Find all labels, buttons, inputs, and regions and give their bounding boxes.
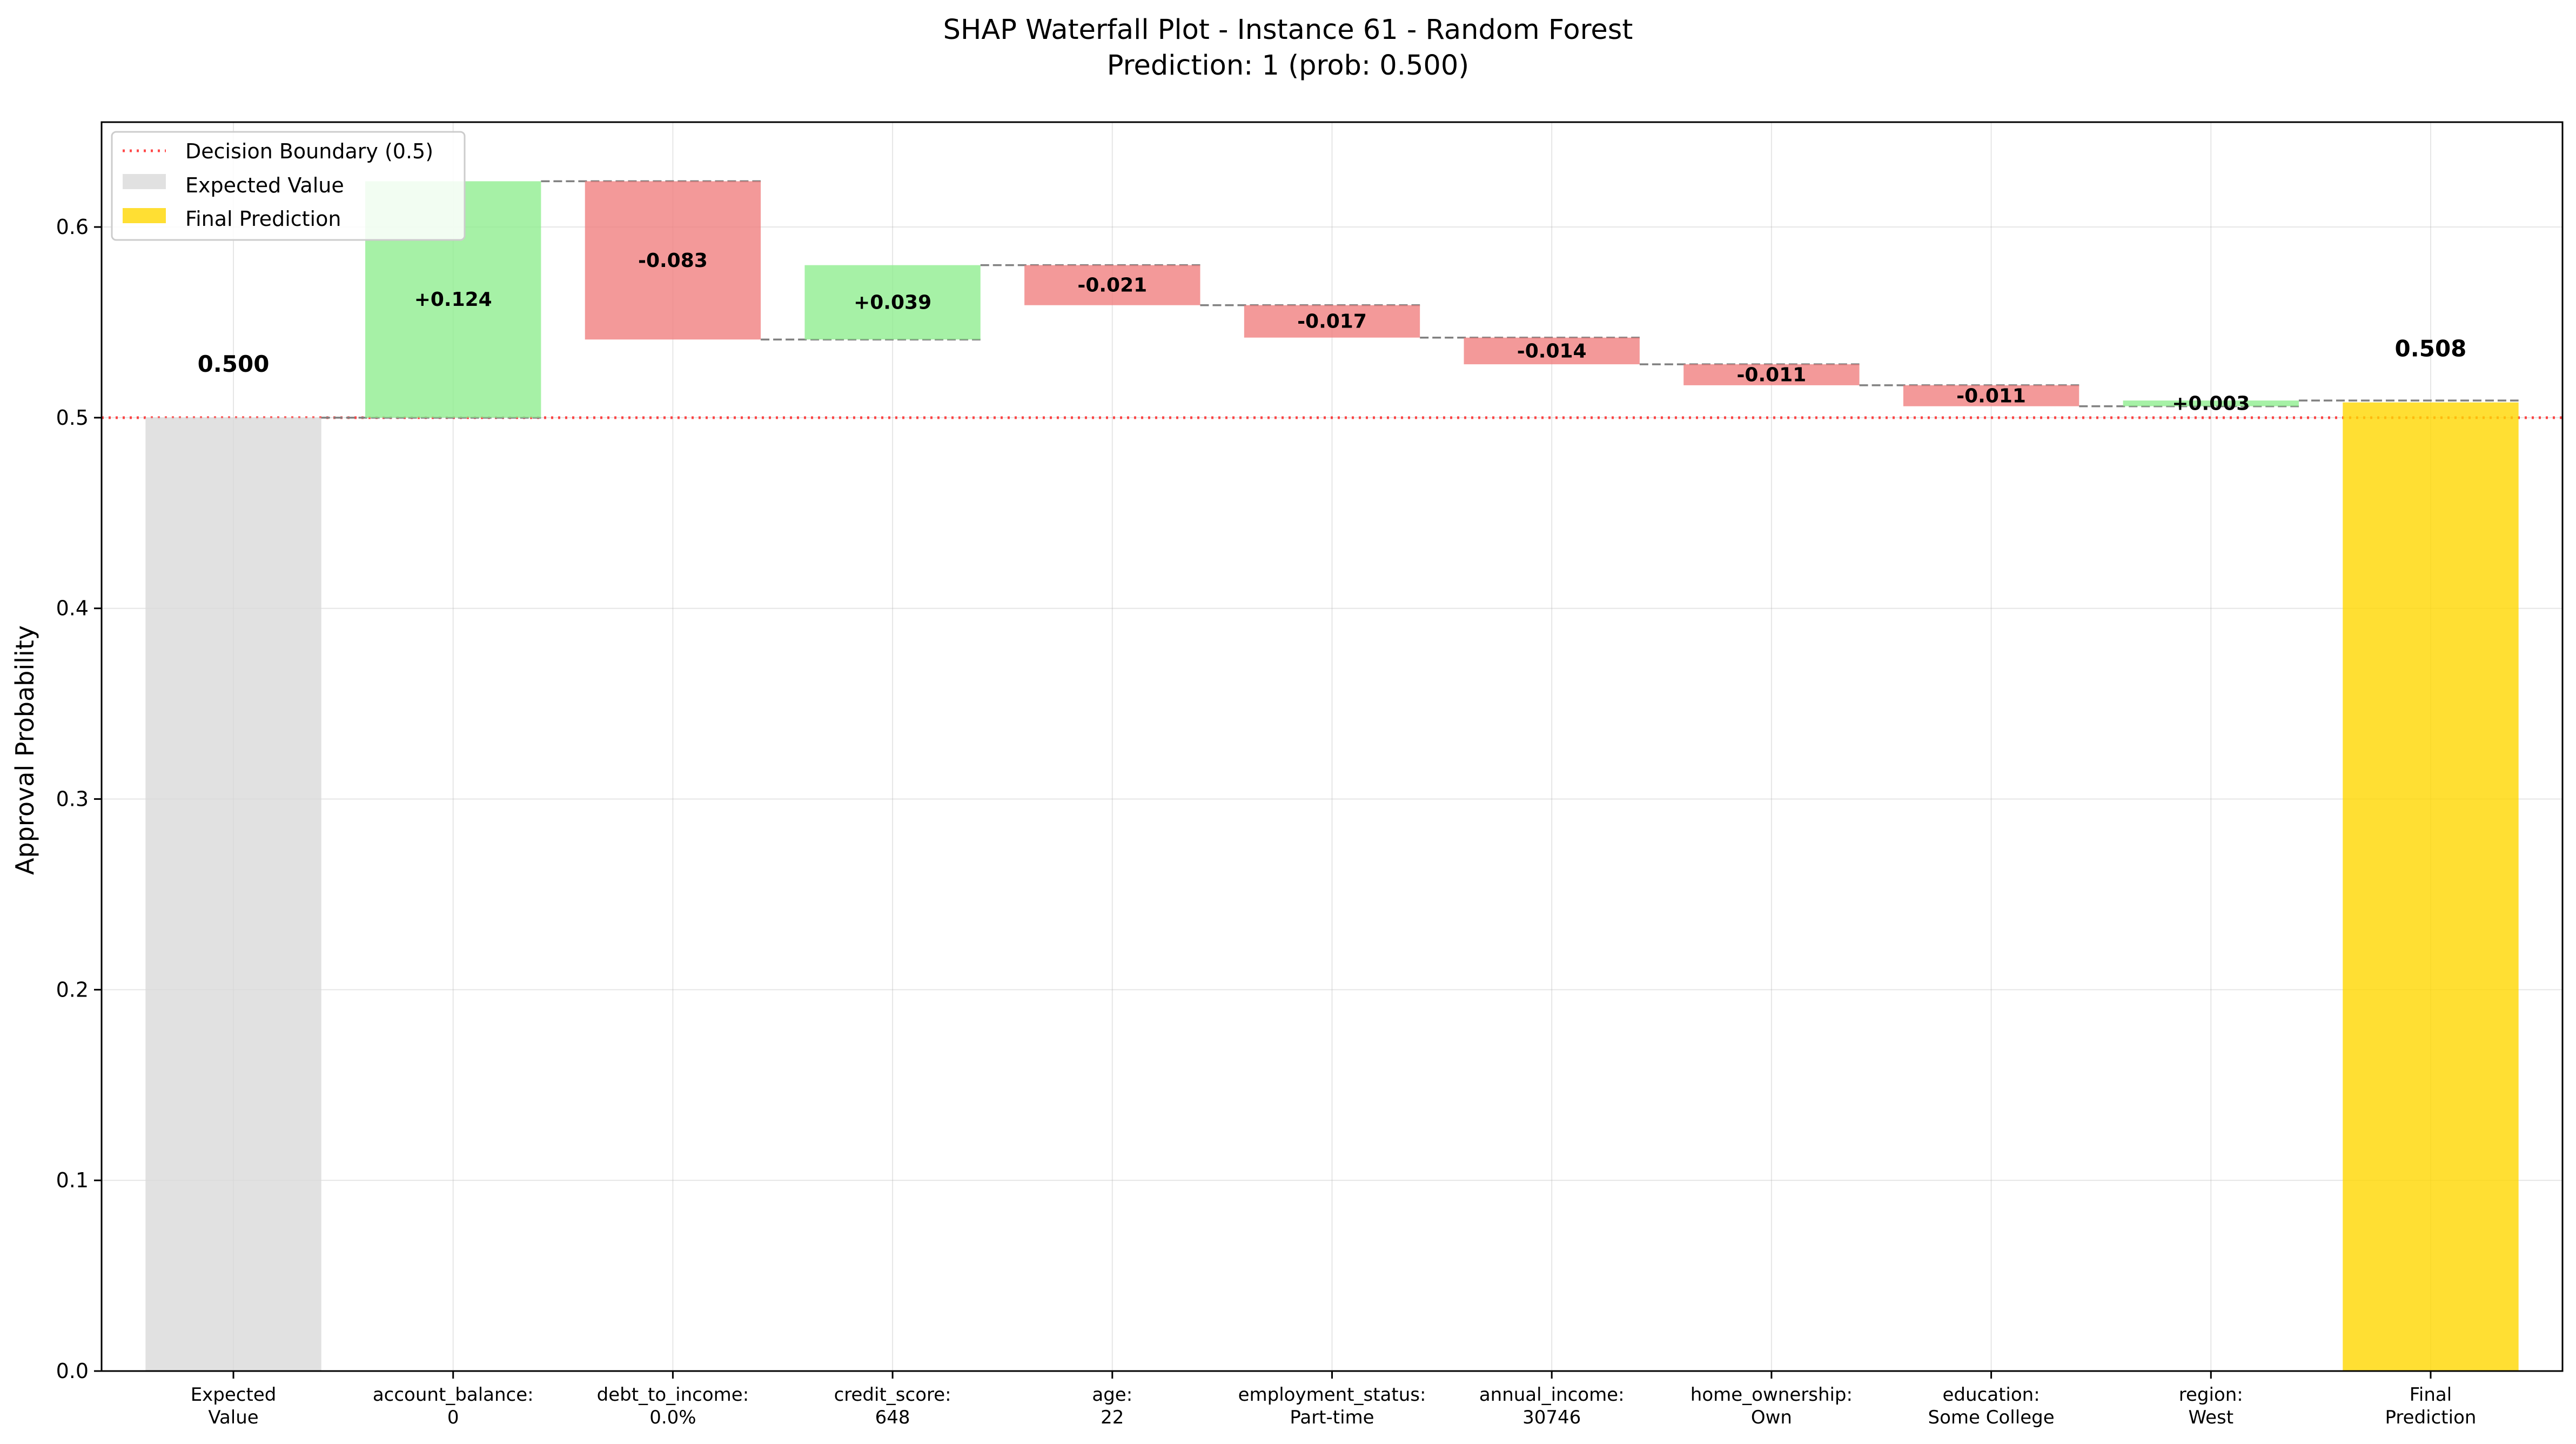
bar-employment_status	[1244, 305, 1420, 338]
x-tick-label: region: West	[2179, 1384, 2243, 1428]
x-tick-label: Final Prediction	[2385, 1384, 2477, 1428]
chart-subtitle: Prediction: 1 (prob: 0.500)	[1107, 50, 1469, 82]
legend-expected-swatch	[123, 174, 166, 189]
bar-home_ownership	[1683, 364, 1860, 385]
axes-layer: 0.0 0.1 0.2 0.3 0.4 0.5 0.6 Expected Value accoun…	[56, 215, 2477, 1428]
value-label: -0.011	[1956, 385, 2026, 407]
x-tick-label: credit_score: 648	[834, 1384, 951, 1428]
legend-item-decision-boundary: Decision Boundary (0.5)	[185, 139, 433, 163]
bar-credit_score	[804, 265, 981, 340]
value-label: -0.021	[1077, 275, 1147, 297]
legend-item-expected-value: Expected Value	[185, 173, 344, 197]
bar-region	[2123, 400, 2299, 406]
y-tick-label: 0.2	[56, 978, 89, 1001]
value-label: +0.003	[2172, 392, 2250, 415]
value-label: -0.017	[1297, 311, 1367, 333]
bar-debt_to_income	[585, 181, 761, 340]
legend-frame	[111, 131, 466, 241]
x-tick-label: home_ownership: Own	[1691, 1384, 1853, 1428]
y-tick-label: 0.5	[56, 406, 89, 430]
x-tick-label: annual_income: 30746	[1479, 1384, 1625, 1428]
y-axis-label: Approval Probability	[10, 625, 39, 875]
value-label: 0.508	[2395, 336, 2467, 362]
y-tick-label: 0.6	[56, 215, 89, 239]
chart-title: SHAP Waterfall Plot - Instance 61 - Rand…	[943, 14, 1633, 46]
legend: Decision Boundary (0.5) Expected Value F…	[111, 131, 466, 241]
value-label: -0.083	[638, 250, 708, 272]
bar-annual_income	[1464, 337, 1640, 365]
labels-layer: 0.500 +0.124 -0.083 +0.039 -0.021 -0.017 -0.01…	[198, 250, 2467, 415]
legend-final-swatch	[123, 208, 166, 223]
value-label: 0.500	[198, 351, 270, 377]
bar-education	[1903, 385, 2079, 406]
value-label: -0.011	[1736, 364, 1806, 386]
x-tick-label: Expected Value	[191, 1384, 277, 1428]
legend-item-final-prediction: Final Prediction	[185, 207, 341, 231]
plot-frame	[100, 121, 2564, 1372]
y-tick-label: 0.3	[56, 787, 89, 811]
value-label: +0.039	[854, 291, 931, 313]
value-label: -0.014	[1517, 340, 1587, 362]
x-tick-label: age: 22	[1092, 1384, 1132, 1428]
x-tick-label: education: Some College	[1928, 1384, 2055, 1428]
bar-expected	[145, 417, 321, 1371]
bar-final	[2343, 402, 2519, 1372]
value-label: +0.124	[414, 289, 492, 311]
x-tick-label: account_balance: 0	[373, 1384, 534, 1428]
x-tick-label: debt_to_income: 0.0%	[597, 1384, 749, 1428]
bar-age	[1024, 265, 1200, 305]
y-tick-label: 0.0	[56, 1359, 89, 1383]
x-tick-label: employment_status: Part-time	[1238, 1384, 1426, 1428]
y-tick-label: 0.1	[56, 1168, 89, 1192]
y-tick-label: 0.4	[56, 597, 89, 620]
